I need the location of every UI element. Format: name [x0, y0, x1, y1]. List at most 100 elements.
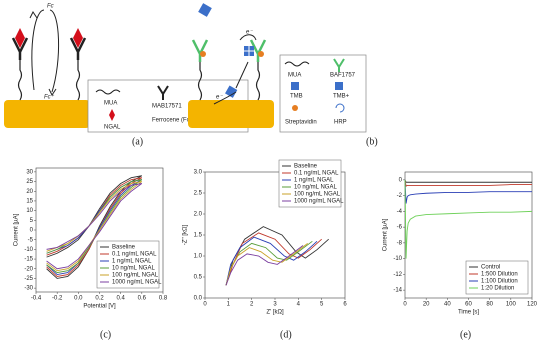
series-line [46, 175, 143, 279]
legend-label: 1000 ng/mL NGAL [294, 199, 344, 205]
x-tick-label: 100 [506, 302, 517, 308]
x-tick-label: 1 [227, 302, 231, 308]
x-tick-label: 0 [403, 302, 407, 308]
tmb [225, 85, 238, 98]
chart: 0 20 40 60 80 100 120 0 -2 -4 -6 -8 -10 -12 -14 Time [s… [383, 171, 538, 340]
mua-chain [255, 56, 261, 101]
panel-label: (b) [366, 136, 378, 147]
x-tick-label: 5 [320, 302, 324, 308]
x-tick-label: -0.4 [31, 296, 42, 302]
series-line [46, 183, 143, 270]
x-tick-label: 80 [486, 302, 493, 308]
x-tick-label: 2 [250, 302, 254, 308]
antibody [11, 37, 29, 60]
legend-text: MAB17571 [152, 104, 182, 110]
legend-box [279, 54, 367, 133]
legend-tmb-icon [291, 82, 299, 90]
arrow [213, 91, 237, 105]
y-tick-label: -30 [24, 286, 33, 292]
y-tick-label: 3.0 [194, 170, 203, 176]
y-tick-label: 15 [26, 199, 33, 205]
arrow [235, 61, 249, 89]
y-tick-label: 10 [26, 208, 33, 214]
y-tick-label: -2 [397, 193, 403, 199]
mua-chain [75, 52, 81, 101]
y-tick-label: 25 [26, 179, 33, 185]
legend-label: 1 ng/mL NGAL [294, 178, 334, 184]
legend-text: Streptavidin [285, 120, 317, 126]
legend-mua-icon [284, 61, 310, 67]
legend-label: 1000 ng/mL NGAL [112, 280, 162, 286]
y-tick-label: -6 [397, 225, 403, 231]
legend-hrp-icon [335, 103, 345, 113]
y-tick-label: -15 [24, 257, 33, 263]
arrow [49, 9, 59, 93]
y-axis-label: Current [µA] [383, 218, 389, 251]
gold-electrode [188, 100, 274, 128]
legend-label: 100 ng/mL NGAL [294, 192, 341, 198]
legend-label: 0.1 ng/mL NGAL [112, 252, 157, 258]
y-tick-label: -14 [393, 288, 402, 294]
y-tick-label: 0.0 [194, 296, 203, 302]
y-tick-label: -12 [393, 272, 402, 278]
series-line [404, 179, 532, 187]
x-tick-label: 4 [297, 302, 301, 308]
x-tick-label: 3 [273, 302, 277, 308]
y-tick-label: 0 [30, 228, 34, 234]
legend-text: TMB [290, 94, 303, 100]
x-tick-label: 0.4 [116, 296, 125, 302]
x-axis-label: Potential [V] [83, 304, 116, 310]
x-tick-label: -0.2 [52, 296, 63, 302]
y-tick-label: -8 [397, 240, 403, 246]
antibody [191, 39, 209, 62]
x-axis-label: Time [s] [458, 310, 479, 316]
arrow [31, 9, 45, 91]
y-tick-label: -10 [24, 247, 33, 253]
mua-chain [197, 56, 203, 101]
tmb-plus-cross [244, 46, 254, 56]
legend-label: 0.1 ng/mL NGAL [294, 171, 339, 177]
legend-text: Ferrocene (Fc) [152, 118, 192, 124]
x-tick-label: 40 [444, 302, 451, 308]
electron-label: e⁻ [246, 30, 253, 36]
ngal [73, 28, 83, 48]
y-tick-label: 2.5 [194, 191, 203, 197]
legend-antibody-icon [333, 58, 345, 72]
y-tick-label: 1.0 [194, 254, 203, 260]
chart: 0 1 2 3 4 5 6 0.0 0.5 1.0 1.5 2.0 2.5 3.0 Z' [kΩ] -Z'' … [183, 159, 347, 340]
fc-plus-label: Fc⁺ [44, 94, 55, 101]
y-tick-label: -5 [28, 237, 34, 243]
legend-antibody-icon [157, 85, 169, 100]
x-tick-label: 6 [343, 302, 347, 308]
y-tick-label: 0 [399, 177, 403, 183]
series-line [225, 243, 308, 286]
arrowhead [48, 88, 57, 96]
x-axis-label: Z' [kΩ] [266, 310, 284, 316]
series-line [225, 245, 304, 286]
streptavidin [200, 51, 206, 57]
y-tick-label: 1.5 [194, 233, 203, 239]
streptavidin [258, 51, 264, 57]
y-tick-label: -4 [397, 209, 403, 215]
x-tick-label: 0.0 [74, 296, 83, 302]
y-tick-label: -10 [393, 256, 402, 262]
legend-label: Baseline [112, 245, 136, 251]
x-tick-label: 0.8 [159, 296, 168, 302]
legend-box [96, 240, 160, 289]
panel-label: (d) [280, 329, 292, 340]
series-line [225, 232, 322, 286]
panel-label: (a) [132, 136, 143, 147]
y-tick-label: -25 [24, 276, 33, 282]
legend-text: TMB+ [333, 94, 350, 100]
x-tick-label: 120 [527, 302, 538, 308]
x-tick-label: 0.2 [95, 296, 104, 302]
series-line [225, 226, 329, 286]
legend-text: MUA [288, 73, 301, 79]
diagram-b: e⁻ e⁻ MUA BAF1757 TMB TMB+ Streptavidin … [188, 3, 378, 147]
fc-label: Fc [47, 4, 54, 10]
series-line [404, 179, 532, 204]
x-tick-label: 0.6 [138, 296, 147, 302]
legend-label: 10 ng/mL NGAL [294, 185, 337, 191]
legend-streptavidin-icon [292, 105, 298, 111]
